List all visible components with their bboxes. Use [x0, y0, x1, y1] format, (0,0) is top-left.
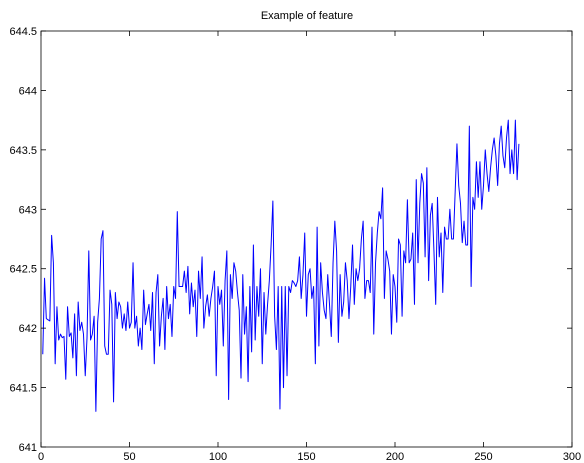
y-axis: 641 641.5 642 642.5 643 643.5 644 644.5	[9, 26, 572, 454]
y-tick-label: 644.5	[9, 26, 37, 38]
y-tick-label: 643.5	[9, 145, 37, 157]
x-tick-label: 300	[563, 451, 581, 463]
y-tick-label: 643	[19, 204, 37, 216]
y-tick-label: 642.5	[9, 264, 37, 276]
y-tick-label: 644	[19, 85, 37, 97]
x-tick-label: 0	[38, 451, 44, 463]
x-tick-label: 100	[209, 451, 227, 463]
series-line	[42, 119, 520, 412]
plot-frame	[40, 30, 573, 448]
x-tick-label: 200	[386, 451, 404, 463]
plot-area	[40, 30, 573, 448]
x-tick-label: 150	[297, 451, 315, 463]
x-tick-label: 50	[123, 451, 135, 463]
x-tick-label: 250	[474, 451, 492, 463]
x-axis: 0 50 100 150 200 250 300	[38, 31, 581, 463]
y-tick-label: 641.5	[9, 383, 37, 395]
y-tick-label: 642	[19, 323, 37, 335]
chart-title: Example of feature	[261, 10, 353, 22]
y-tick-label: 641	[19, 442, 37, 454]
